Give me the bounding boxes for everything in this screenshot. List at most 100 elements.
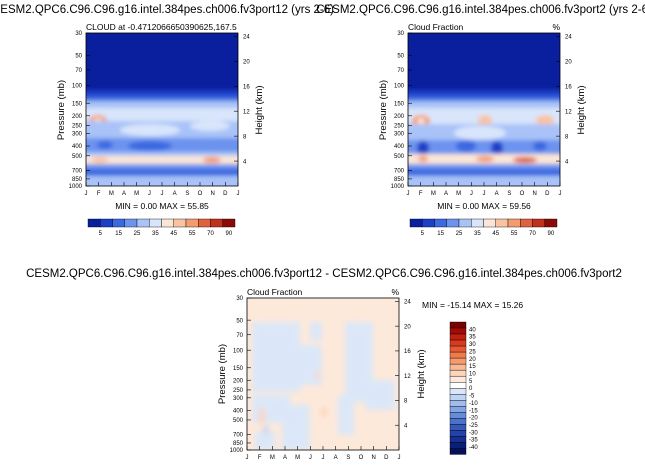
y-tick-label-4: 150 [233, 366, 244, 372]
h-tick-label-1: 20 [404, 324, 411, 330]
y-tick-label-11: 850 [72, 177, 83, 183]
y-tick-label-11: 850 [394, 177, 405, 183]
panel-1-field [86, 33, 238, 186]
panel-2-subtitle-right: % [552, 22, 560, 32]
y-tick-label-12: 1000 [69, 184, 83, 190]
x-tick-label-12: J [398, 455, 401, 461]
y-tick-label-7: 300 [72, 132, 83, 138]
x-tick-label-4: M [134, 191, 139, 197]
panel-2-ylabel-right: Height (km) [576, 85, 587, 134]
h-tick-label-4: 8 [243, 134, 247, 140]
x-tick-label-7: A [173, 191, 177, 197]
y-tick-label-6: 250 [72, 124, 83, 130]
colorbar-label-7: 90 [226, 231, 233, 237]
h-tick-label-4: 8 [404, 399, 408, 405]
colorbar-swatch-1 [449, 327, 467, 335]
panel-2: CESM2.QPC6.C96.C96.g16.intel.384pes.ch00… [316, 4, 645, 237]
h-tick-label-3: 12 [404, 374, 411, 380]
y-tick-label-2: 70 [397, 68, 404, 74]
panel-1-ylabel-right: Height (km) [254, 85, 265, 134]
h-tick-label-4: 8 [565, 134, 569, 140]
colorbar-swatch-6 [449, 357, 467, 365]
h-tick-label-0: 24 [565, 35, 572, 41]
x-tick-label-1: F [258, 455, 262, 461]
panel-2-colorbar: 5 15 25 35 45 55 70 90 [409, 218, 558, 237]
colorbar-label-7: 5 [469, 379, 473, 385]
colorbar-swatch-13 [449, 400, 467, 407]
panel-3-subtitle-right: % [391, 287, 399, 297]
y-tick-label-5: 200 [394, 114, 405, 120]
y-tick-label-10: 700 [233, 433, 244, 439]
panel-3-stats: MIN = -15.14 MAX = 15.26 [422, 300, 523, 310]
colorbar-swatch-15 [449, 412, 467, 419]
panel-3: CESM2.QPC6.C96.C96.g16.intel.384pes.ch00… [26, 268, 622, 461]
panel-1-ylabel: Pressure (mb) [56, 80, 67, 140]
y-tick-label-10: 700 [394, 169, 405, 175]
colorbar-label-0: 5 [421, 231, 425, 237]
colorbar-swatch-4 [136, 218, 150, 228]
colorbar-label-8: 0 [469, 386, 473, 392]
colorbar-label-2: 30 [469, 342, 476, 348]
y-tick-label-9: 500 [394, 154, 405, 160]
y-tick-label-9: 500 [72, 154, 83, 160]
colorbar-swatch-11 [222, 218, 236, 228]
x-tick-label-9: O [359, 455, 364, 461]
colorbar-label-4: 45 [170, 231, 177, 237]
colorbar-label-9: -5 [469, 394, 475, 400]
panel-1-colorbar: 5 15 25 35 45 55 70 90 [87, 218, 236, 237]
x-tick-label-1: F [97, 191, 101, 197]
y-tick-label-2: 70 [75, 68, 82, 74]
y-tick-label-7: 300 [394, 132, 405, 138]
colorbar-label-4: 45 [492, 231, 499, 237]
panel-2-ylabel: Pressure (mb) [378, 80, 389, 140]
y-tick-label-0: 30 [397, 31, 404, 37]
colorbar-swatch-9 [198, 218, 211, 228]
panel-3-title: CESM2.QPC6.C96.C96.g16.intel.384pes.ch00… [26, 268, 622, 280]
h-tick-label-0: 24 [243, 35, 250, 41]
colorbar-label-3: 35 [152, 231, 159, 237]
colorbar-swatch-11 [449, 388, 467, 395]
x-tick-label-5: J [470, 191, 473, 197]
colorbar-swatch-0 [87, 218, 101, 228]
colorbar-label-3: 35 [474, 231, 481, 237]
colorbar-swatch-2 [434, 218, 447, 228]
y-tick-label-6: 250 [233, 388, 244, 394]
y-tick-label-8: 400 [233, 408, 244, 414]
panel-2-stats: MIN = 0.00 MAX = 59.56 [437, 201, 531, 211]
h-tick-label-1: 20 [243, 60, 250, 66]
y-tick-label-0: 30 [75, 31, 82, 37]
x-tick-label-7: A [495, 191, 499, 197]
x-tick-label-6: J [322, 455, 325, 461]
h-tick-label-5: 4 [404, 423, 408, 429]
colorbar-swatch-8 [185, 218, 199, 228]
y-tick-label-1: 50 [75, 53, 82, 59]
colorbar-label-1: 15 [115, 231, 122, 237]
x-tick-label-10: N [532, 191, 536, 197]
colorbar-swatch-5 [149, 218, 162, 228]
colorbar-swatch-5 [449, 351, 467, 359]
x-tick-label-6: J [483, 191, 486, 197]
h-tick-label-5: 4 [565, 159, 569, 165]
h-tick-label-2: 16 [243, 84, 250, 90]
y-tick-label-1: 50 [397, 53, 404, 59]
x-tick-label-10: N [371, 455, 375, 461]
y-tick-label-3: 100 [72, 84, 83, 90]
colorbar-label-7: 90 [548, 231, 555, 237]
x-tick-label-9: O [520, 191, 525, 197]
panel-2-subtitle-left: Cloud Fraction [408, 22, 464, 32]
colorbar-swatch-7 [449, 363, 467, 371]
colorbar-swatch-2 [112, 218, 125, 228]
colorbar-swatch-3 [124, 218, 138, 228]
x-tick-label-5: J [309, 455, 312, 461]
y-tick-label-8: 400 [394, 144, 405, 150]
colorbar-label-10: -10 [469, 401, 478, 407]
colorbar-swatch-17 [449, 424, 467, 431]
h-tick-label-3: 12 [565, 109, 572, 115]
colorbar-label-5: 55 [511, 231, 518, 237]
x-tick-label-10: N [210, 191, 214, 197]
panel-3-subtitle-left: Cloud Fraction [247, 287, 303, 297]
x-tick-label-6: J [161, 191, 164, 197]
colorbar-swatch-1 [422, 218, 435, 228]
